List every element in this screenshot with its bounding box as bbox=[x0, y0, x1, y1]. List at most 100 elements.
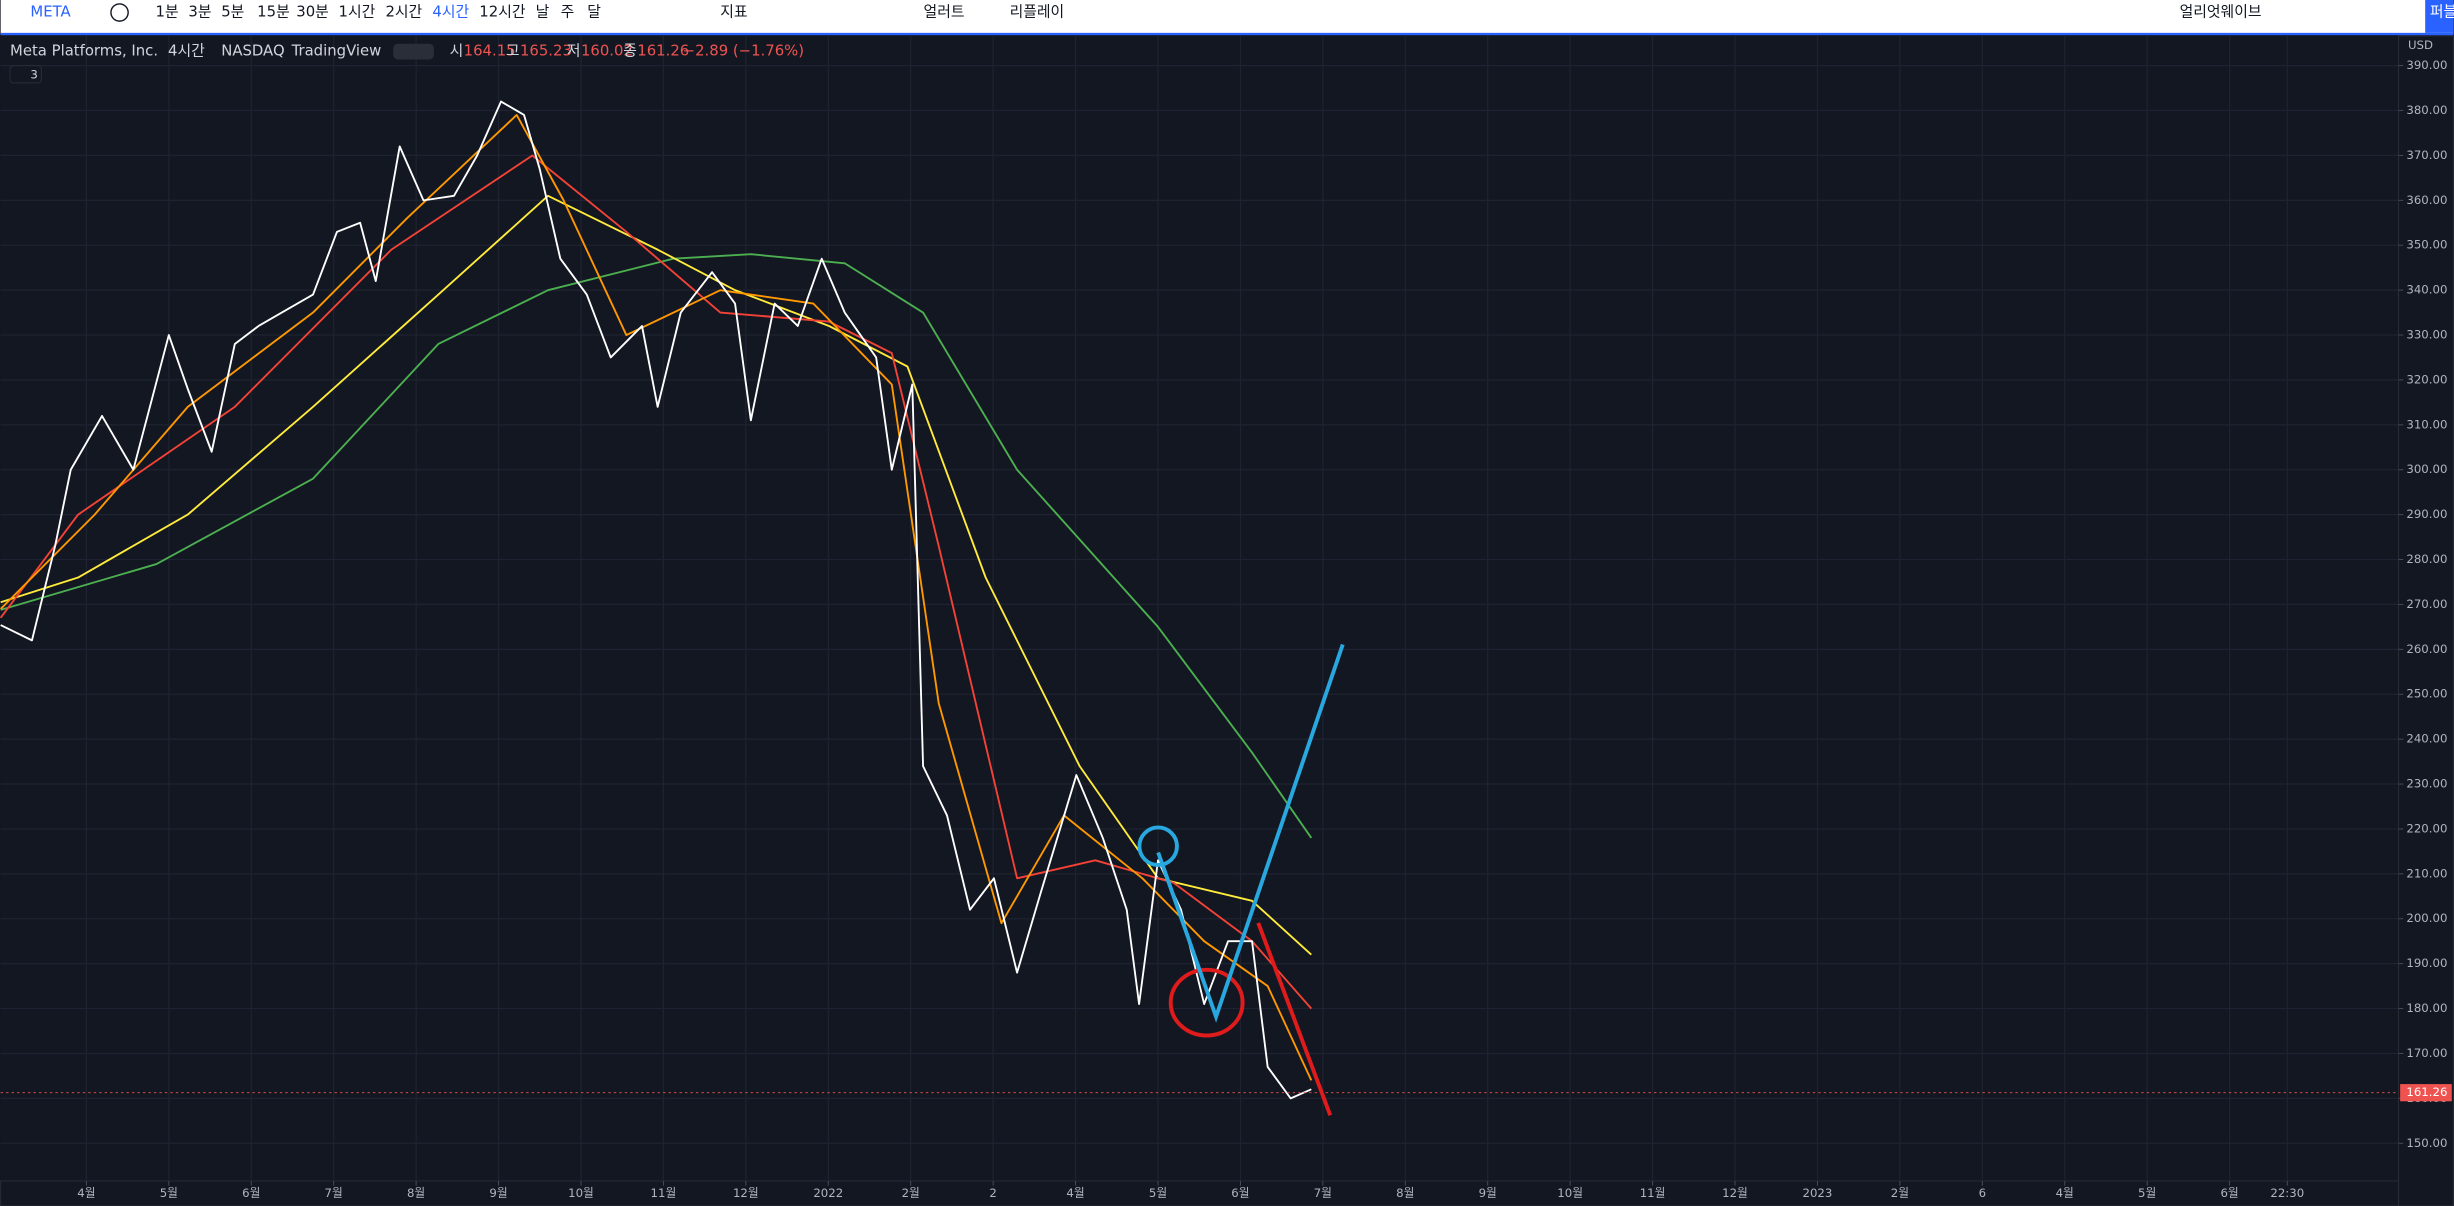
ohlc-label: 저 bbox=[567, 42, 581, 60]
y-tick-label: 220.00 bbox=[2406, 821, 2447, 835]
drawings bbox=[1137, 643, 1345, 1116]
x-tick-label: 4월 bbox=[77, 1186, 95, 1200]
ohlc-value: 161.26 bbox=[637, 42, 689, 60]
x-tick-label: 2월 bbox=[902, 1186, 920, 1200]
alert-button[interactable]: 얼러트 bbox=[924, 3, 965, 21]
last-price-box bbox=[2400, 1084, 2452, 1102]
legend-name: Meta Platforms, Inc. bbox=[10, 42, 158, 60]
legend-interval: 4시간 bbox=[168, 42, 205, 60]
x-tick-label: 8월 bbox=[1396, 1186, 1414, 1200]
x-tick-label: 6월 bbox=[1231, 1186, 1249, 1200]
price-line bbox=[0, 194, 1312, 956]
x-tick-label: 10월 bbox=[1557, 1186, 1583, 1200]
drawing-circle[interactable] bbox=[1168, 967, 1245, 1038]
x-tick-label: 22:30 bbox=[2270, 1186, 2304, 1200]
x-tick-label: 11월 bbox=[651, 1186, 677, 1200]
price-line bbox=[0, 100, 1312, 1100]
drawing-circle[interactable] bbox=[1137, 825, 1179, 867]
x-tick-label: 4월 bbox=[2056, 1186, 2074, 1200]
interval-button[interactable]: 4시간 bbox=[432, 3, 469, 21]
x-tick-label: 6월 bbox=[2220, 1186, 2238, 1200]
x-tick-label: 12월 bbox=[733, 1186, 759, 1200]
x-tick-label: 2022 bbox=[813, 1186, 843, 1200]
y-tick-label: 250.00 bbox=[2406, 687, 2447, 701]
chart-pane bbox=[0, 35, 2399, 1181]
y-tick-label: 330.00 bbox=[2406, 328, 2447, 342]
symbol[interactable]: META bbox=[30, 3, 71, 21]
interval-button[interactable]: 날 bbox=[536, 3, 550, 21]
interval-button[interactable]: 1분 bbox=[156, 3, 179, 21]
toolbar bbox=[0, 0, 2454, 35]
interval-button[interactable]: 주 bbox=[561, 3, 575, 21]
y-tick-label: 150.00 bbox=[2406, 1136, 2447, 1150]
replay-button[interactable]: 리플레이 bbox=[1010, 3, 1065, 21]
x-tick-label: 5월 bbox=[2138, 1186, 2156, 1200]
interval-button[interactable]: 3분 bbox=[188, 3, 211, 21]
y-tick-label: 300.00 bbox=[2406, 462, 2447, 476]
y-tick-label: 270.00 bbox=[2406, 597, 2447, 611]
x-tick-label: 7월 bbox=[325, 1186, 343, 1200]
y-tick-label: 210.00 bbox=[2406, 866, 2447, 880]
x-tick-label: 5월 bbox=[160, 1186, 178, 1200]
toolbar-border bbox=[0, 32, 2454, 36]
y-tick-label: 230.00 bbox=[2406, 777, 2447, 791]
interval-button[interactable]: 2시간 bbox=[385, 3, 422, 21]
price-line bbox=[0, 154, 1313, 1010]
indicator-toggle[interactable] bbox=[9, 65, 42, 84]
legend-toggle[interactable] bbox=[393, 43, 434, 60]
x-tick-label: 12월 bbox=[1722, 1186, 1748, 1200]
x-tick-label: 10월 bbox=[568, 1186, 594, 1200]
x-tick-label: 9월 bbox=[1479, 1186, 1497, 1200]
layout-name[interactable]: 얼리엇웨이브 bbox=[2180, 3, 2262, 21]
interval-button[interactable]: 달 bbox=[587, 3, 601, 21]
y-tick-label: 180.00 bbox=[2406, 1001, 2447, 1015]
x-tick-label: 2월 bbox=[1891, 1186, 1909, 1200]
legend-exchange: NASDAQ bbox=[221, 42, 284, 60]
publish-button[interactable] bbox=[2425, 0, 2454, 33]
x-tick-label: 4월 bbox=[1066, 1186, 1084, 1200]
ohlc-value: 165.23 bbox=[520, 42, 572, 60]
interval-button[interactable]: 1시간 bbox=[339, 3, 376, 21]
currency[interactable]: USD bbox=[2408, 38, 2433, 52]
drawing-line[interactable] bbox=[1256, 922, 1333, 1116]
y-tick-label: 240.00 bbox=[2406, 732, 2447, 746]
drawing-line[interactable] bbox=[1156, 643, 1345, 1023]
price-axis bbox=[2398, 35, 2454, 1206]
interval-button[interactable]: 5분 bbox=[221, 3, 244, 21]
price-line bbox=[0, 114, 1313, 1081]
interval-button[interactable]: 30분 bbox=[296, 3, 329, 21]
y-tick-label: 320.00 bbox=[2406, 372, 2447, 386]
publish-label[interactable]: 퍼블 bbox=[2430, 3, 2454, 21]
x-tick-label: 6월 bbox=[242, 1186, 260, 1200]
indicator-count[interactable]: 3 bbox=[30, 68, 37, 82]
x-tick-label: 2 bbox=[989, 1186, 996, 1200]
interval-button[interactable]: 12시간 bbox=[479, 3, 526, 21]
interval-button[interactable]: 15분 bbox=[257, 3, 290, 21]
add-symbol-icon[interactable] bbox=[110, 3, 129, 22]
y-tick-label: 360.00 bbox=[2406, 193, 2447, 207]
x-tick-label: 9월 bbox=[489, 1186, 507, 1200]
chart-layer: 150.00160.00170.00180.00190.00200.00210.… bbox=[0, 35, 2447, 1200]
y-tick-label: 200.00 bbox=[2406, 911, 2447, 925]
ohlc-label: 고 bbox=[506, 42, 520, 60]
x-tick-label: 11월 bbox=[1640, 1186, 1666, 1200]
x-tick-label: 2023 bbox=[1803, 1186, 1833, 1200]
x-tick-label: 7월 bbox=[1314, 1186, 1332, 1200]
y-tick-label: 280.00 bbox=[2406, 552, 2447, 566]
y-tick-label: 340.00 bbox=[2406, 283, 2447, 297]
y-tick-label: 170.00 bbox=[2406, 1046, 2447, 1060]
y-tick-label: 350.00 bbox=[2406, 238, 2447, 252]
last-price-label: 161.26 bbox=[2406, 1085, 2447, 1099]
x-tick-label: 8월 bbox=[407, 1186, 425, 1200]
time-axis bbox=[0, 1180, 2400, 1206]
ohlc-label: 시 bbox=[450, 42, 464, 60]
price-line bbox=[0, 253, 1313, 839]
legend-change: −2.89 (−1.76%) bbox=[683, 42, 804, 60]
ohlc-value: 164.15 bbox=[464, 42, 516, 60]
x-tick-label: 6 bbox=[1979, 1186, 1986, 1200]
x-tick-label: 5월 bbox=[1149, 1186, 1167, 1200]
y-tick-label: 380.00 bbox=[2406, 103, 2447, 117]
indicators-button[interactable]: 지표 bbox=[720, 3, 747, 21]
